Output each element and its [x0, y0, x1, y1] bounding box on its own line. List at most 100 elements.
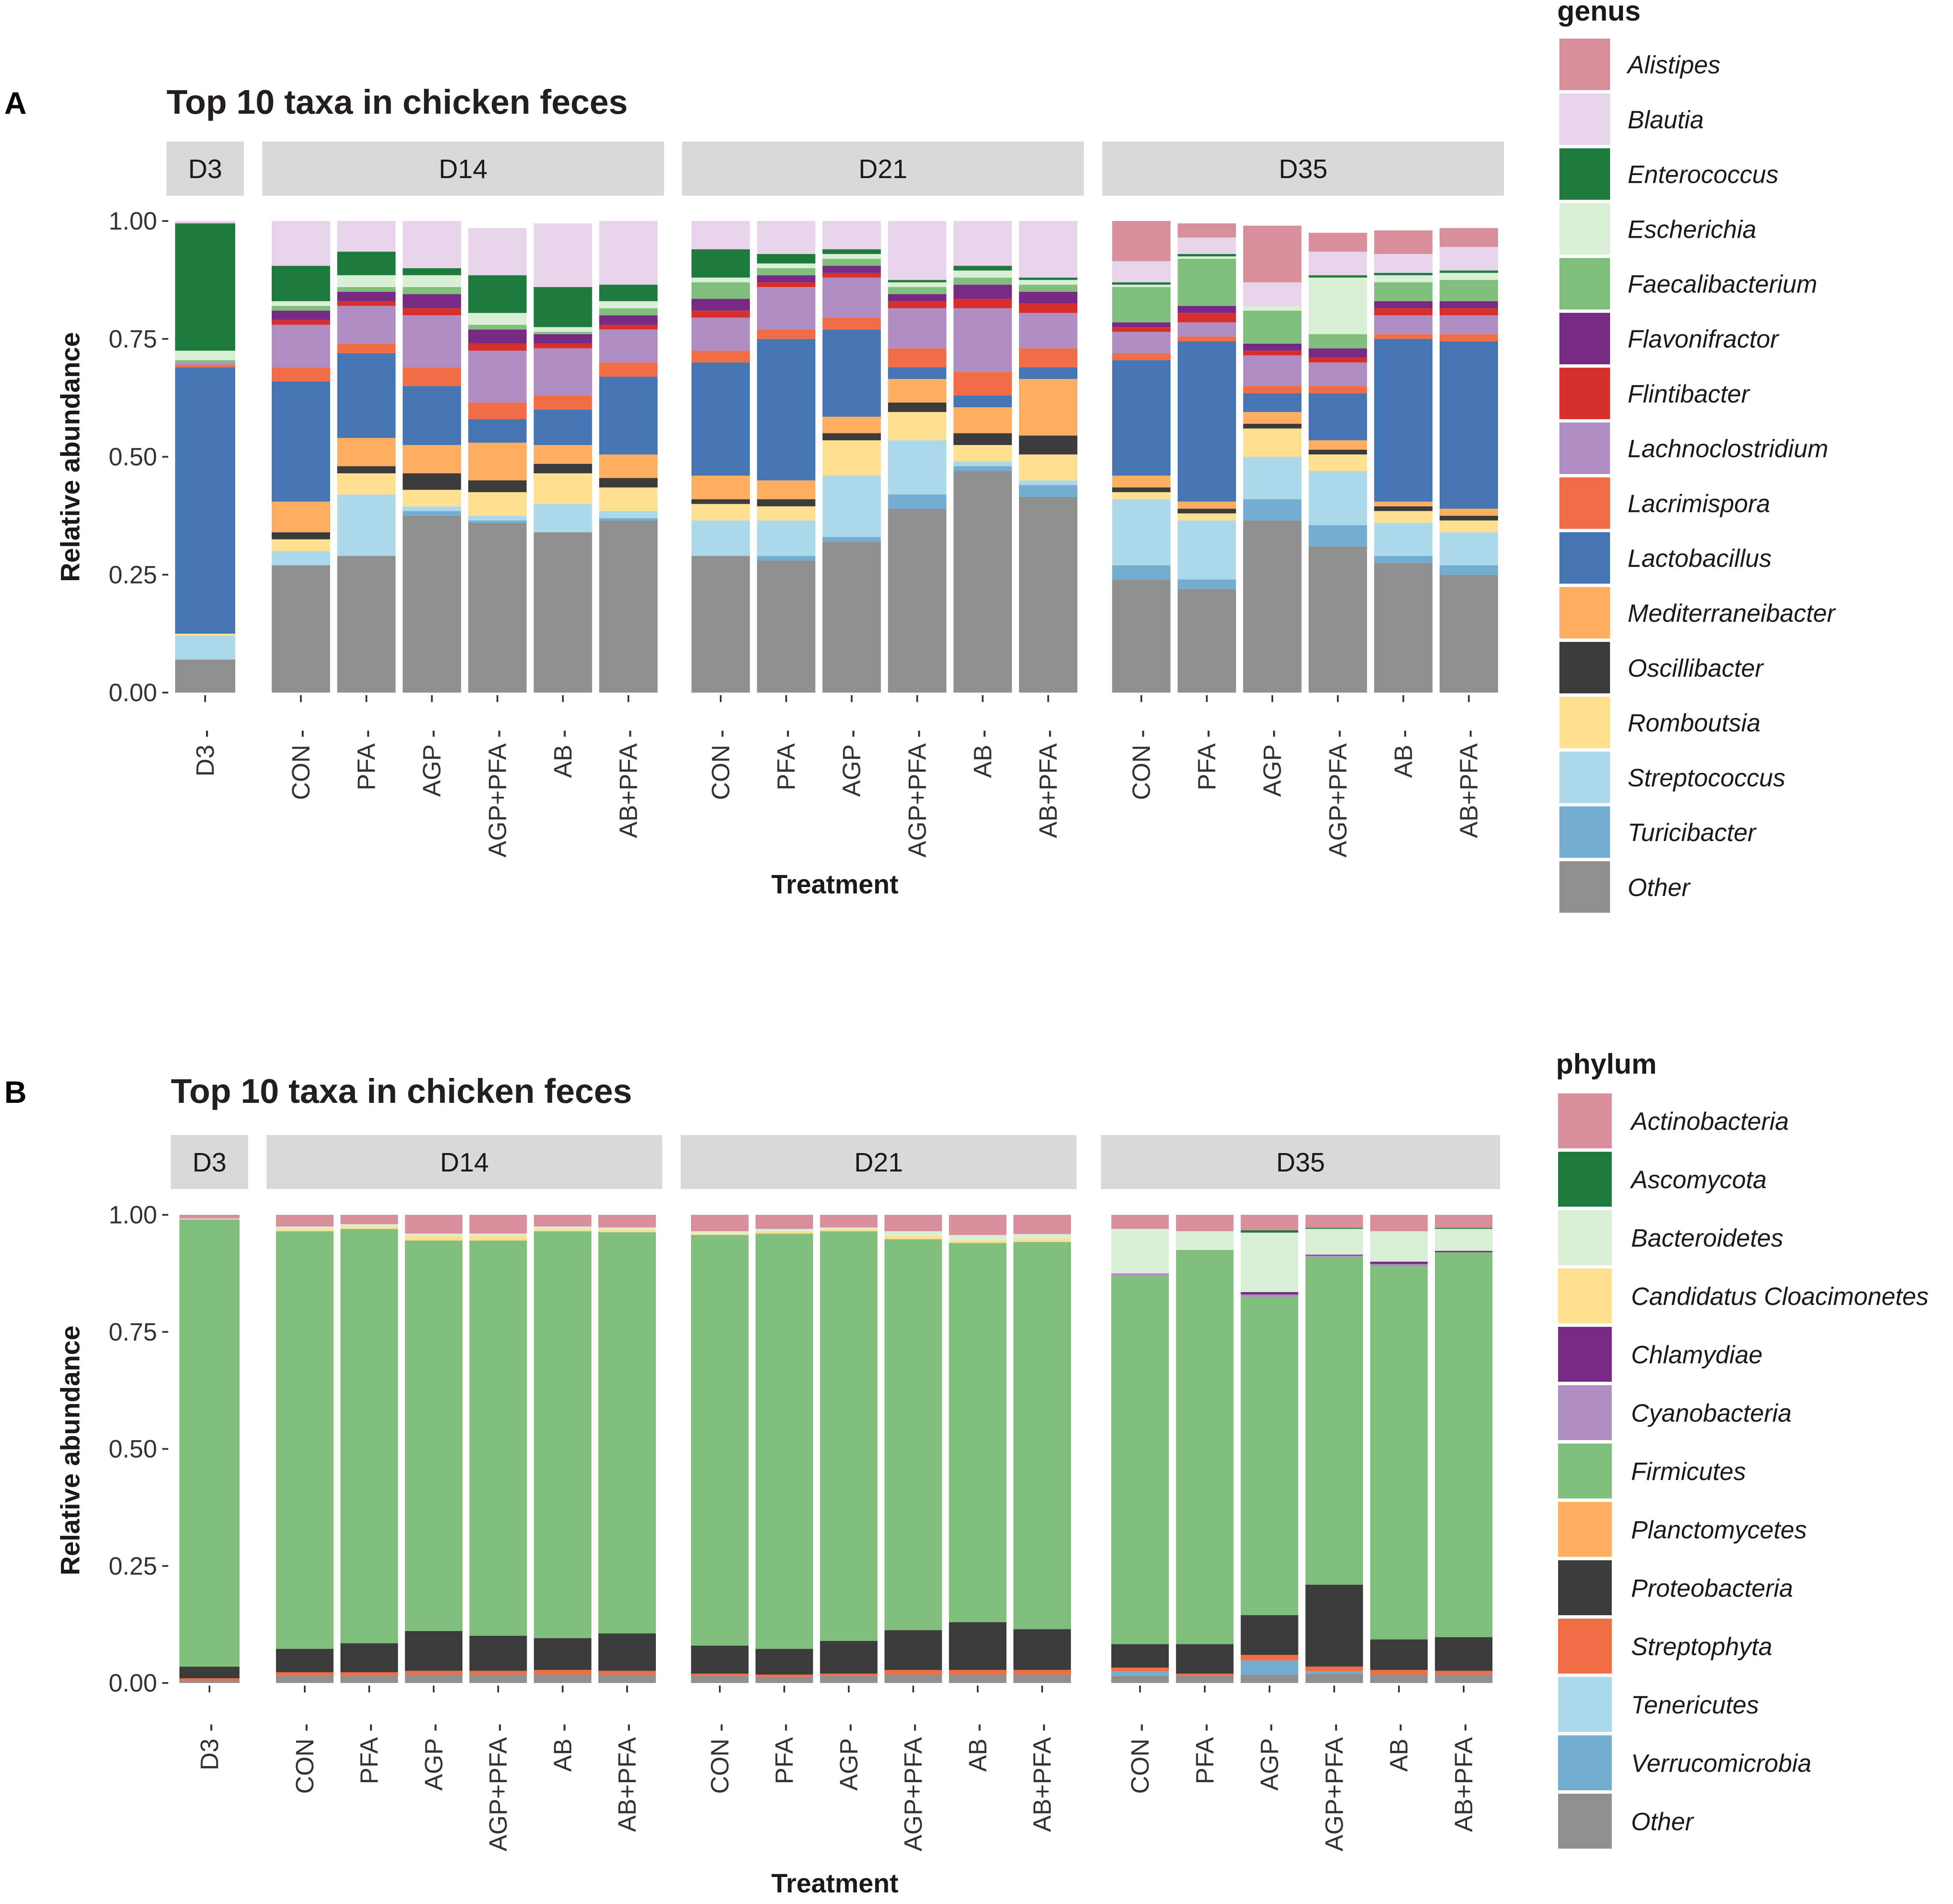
- panel-b-facet-strip-d35: [1101, 1135, 1500, 1189]
- panel-b-x-tick-label-d21-agp-pfa: AGP+PFA -: [900, 1723, 928, 1851]
- panel-a-segment-d14-agp-enterococcus: [403, 268, 461, 275]
- panel-a-legend-swatch-streptococcus: [1559, 751, 1610, 803]
- panel-a-segment-d21-ab-enterococcus: [953, 266, 1012, 271]
- panel-b-segment-d35-agp-other: [1240, 1674, 1298, 1683]
- panel-a-segment-d14-ab-flavonifractor: [534, 334, 592, 344]
- panel-b-segment-d14-pfa-candidatus-cloacimonetes: [340, 1226, 398, 1229]
- panel-a-segment-d21-agp-escherichia: [822, 254, 881, 259]
- panel-a-segment-d14-ab-oscillibacter: [534, 463, 592, 473]
- panel-b-bar-d21-ab: [949, 1215, 1007, 1683]
- panel-b-segment-d21-agp-other: [820, 1676, 878, 1683]
- panel-b-x-tick-label-d21-pfa: PFA -: [770, 1723, 798, 1784]
- panel-a-x-tick-label-d21-ab-pfa: AB+PFA -: [1034, 730, 1062, 838]
- panel-a-segment-d14-agp-blautia: [403, 221, 461, 268]
- panel-b-x-tick-label-d14-ab-pfa: AB+PFA -: [613, 1723, 641, 1832]
- panel-b-segment-d35-agp-ascomycota: [1240, 1230, 1298, 1233]
- panel-a-segment-d21-ab-lactobacillus: [953, 395, 1012, 408]
- panel-a-segment-d21-ab-turicibacter: [953, 466, 1012, 471]
- panel-a-segment-d21-agp-pfa-enterococcus: [888, 280, 946, 282]
- panel-b-bar-d3-d3: [179, 1215, 240, 1683]
- panel-b-legend-label-ascomycota: Ascomycota: [1630, 1166, 1767, 1194]
- panel-b-y-axis-title: Relative abundance: [56, 1326, 85, 1575]
- panel-b-legend-swatch-firmicutes: [1558, 1444, 1612, 1498]
- panel-b-segment-d14-agp-actinobacteria: [405, 1215, 463, 1234]
- panel-a-segment-d14-ab-pfa-faecalibacterium: [599, 308, 658, 315]
- panel-b-segment-d35-ab-pfa-chlamydiae: [1435, 1251, 1492, 1253]
- panel-a-segment-d21-ab-flintibacter: [953, 299, 1012, 309]
- panel-b-segment-d21-ab-candidatus-cloacimonetes: [949, 1241, 1007, 1243]
- panel-a-segment-d35-agp-pfa-flavonifractor: [1308, 348, 1367, 358]
- panel-b-segment-d21-agp-candidatus-cloacimonetes: [820, 1229, 878, 1232]
- panel-b-segment-d21-agp-pfa-proteobacteria: [884, 1630, 942, 1670]
- panel-a-segment-d35-ab-turicibacter: [1374, 556, 1433, 563]
- panel-a-bar-d35-ab: [1374, 230, 1433, 693]
- panel-a-bar-d14-ab: [534, 223, 592, 693]
- panel-a-segment-d21-con-flintibacter: [691, 310, 750, 318]
- panel-a-segment-d3-d3-enterococcus: [175, 223, 235, 351]
- panel-a-segment-d14-ab-pfa-flintibacter: [599, 324, 658, 330]
- panel-b-segment-d14-agp-firmicutes: [405, 1241, 463, 1631]
- panel-a-segment-d14-ab-pfa-turicibacter: [599, 518, 658, 521]
- panel-b-facet-label-d3: D3: [192, 1148, 226, 1178]
- panel-a-segment-d21-con-faecalibacterium: [691, 282, 750, 299]
- panel-a-segment-d35-pfa-blautia: [1177, 237, 1236, 254]
- panel-b-segment-d21-ab-bacteroidetes: [949, 1235, 1007, 1241]
- panel-a-segment-d35-ab-alistipes: [1374, 230, 1433, 254]
- panel-b-segment-d35-agp-pfa-cyanobacteria: [1305, 1255, 1363, 1257]
- panel-a-segment-d35-agp-turicibacter: [1243, 499, 1302, 521]
- panel-b-segment-d21-ab-firmicutes: [949, 1243, 1007, 1622]
- panel-a-segment-d35-con-flintibacter: [1112, 327, 1171, 332]
- panel-a-x-tick-label-d35-agp-pfa: AGP+PFA -: [1324, 730, 1352, 857]
- panel-a-legend-label-faecalibacterium: Faecalibacterium: [1628, 270, 1817, 298]
- panel-a-segment-d14-ab-enterococcus: [534, 287, 592, 327]
- panel-a-segment-d35-agp-faecalibacterium: [1243, 310, 1302, 344]
- panel-a-x-tick-label-d21-agp: AGP -: [838, 730, 866, 797]
- panel-a-segment-d14-agp-pfa-faecalibacterium: [468, 324, 527, 330]
- panel-a-segment-d14-agp-turicibacter: [403, 511, 461, 516]
- panel-b-plot-area: 0.00 0.25 0.50 0.75 1.00 D3 D3 - D14 CON - PFA - A…: [109, 1135, 1500, 1851]
- panel-a-segment-d14-pfa-flintibacter: [337, 301, 396, 306]
- panel-a-segment-d14-con-escherichia: [272, 301, 330, 306]
- panel-a-segment-d21-con-enterococcus: [691, 249, 750, 278]
- panel-b-segment-d14-agp-other: [405, 1674, 463, 1683]
- panel-a-segment-d35-pfa-enterococcus: [1177, 254, 1236, 257]
- panel-a-segment-d14-pfa-escherichia: [337, 275, 396, 287]
- panel-b-segment-d21-ab-proteobacteria: [949, 1622, 1007, 1670]
- panel-b-segment-d3-d3-streptophyta: [179, 1678, 240, 1681]
- panel-a-bar-d35-agp: [1243, 225, 1302, 693]
- panel-a-segment-d21-ab-mediterraneibacter: [953, 407, 1012, 433]
- panel-b-x-tick-label-d14-ab: AB -: [549, 1723, 577, 1772]
- panel-b-segment-d21-pfa-other: [755, 1677, 813, 1683]
- panel-a-segment-d21-agp-flintibacter: [822, 272, 881, 278]
- panel-a-segment-d35-ab-pfa-enterococcus: [1440, 270, 1498, 273]
- panel-a: A Top 10 taxa in chicken feces Relative …: [4, 0, 1836, 913]
- panel-a-segment-d35-ab-pfa-faecalibacterium: [1440, 280, 1498, 301]
- panel-a-segment-d14-pfa-streptococcus: [337, 494, 396, 556]
- panel-b-segment-d14-agp-pfa-proteobacteria: [469, 1635, 527, 1671]
- panel-b-segment-d35-agp-chlamydiae: [1240, 1292, 1298, 1295]
- panel-a-segment-d35-agp-romboutsia: [1243, 428, 1302, 457]
- panel-b-segment-d14-agp-bacteroidetes: [405, 1233, 463, 1236]
- panel-a-segment-d21-agp-pfa-romboutsia: [888, 412, 946, 441]
- panel-a-segment-d14-agp-pfa-romboutsia: [468, 492, 527, 516]
- panel-b-segment-d14-agp-pfa-candidatus-cloacimonetes: [469, 1236, 527, 1241]
- panel-a-segment-d3-d3-lacrimispora: [175, 365, 235, 367]
- panel-a-legend: genus Alistipes Blautia Enterococcus Escher…: [1557, 0, 1836, 913]
- panel-b-facet-label-d14: D14: [440, 1148, 489, 1178]
- panel-a-segment-d14-agp-streptococcus: [403, 506, 461, 511]
- panel-a-segment-d14-ab-pfa-escherichia: [599, 301, 658, 309]
- panel-a-segment-d35-ab-pfa-lachnoclostridium: [1440, 315, 1498, 334]
- panel-a-segment-d3-d3-lactobacillus: [175, 367, 235, 634]
- panel-a-segment-d14-ab-pfa-enterococcus: [599, 285, 658, 301]
- panel-b-segment-d3-d3-firmicutes: [179, 1219, 240, 1667]
- panel-a-bar-d35-con: [1112, 221, 1171, 693]
- panel-b-segment-d35-con-bacteroidetes: [1111, 1229, 1169, 1274]
- panel-a-facet-label-d21: D21: [858, 154, 907, 184]
- panel-a-segment-d21-con-lachnoclostridium: [691, 318, 750, 351]
- panel-a-bar-d35-ab-pfa: [1440, 228, 1498, 693]
- panel-a-segment-d14-con-romboutsia: [272, 539, 330, 551]
- panel-b-segment-d35-ab-pfa-streptophyta: [1435, 1671, 1492, 1675]
- panel-a-legend-swatch-flintibacter: [1559, 367, 1610, 419]
- panel-a-segment-d14-ab-pfa-oscillibacter: [599, 478, 658, 487]
- panel-a-segment-d35-agp-pfa-oscillibacter: [1308, 450, 1367, 455]
